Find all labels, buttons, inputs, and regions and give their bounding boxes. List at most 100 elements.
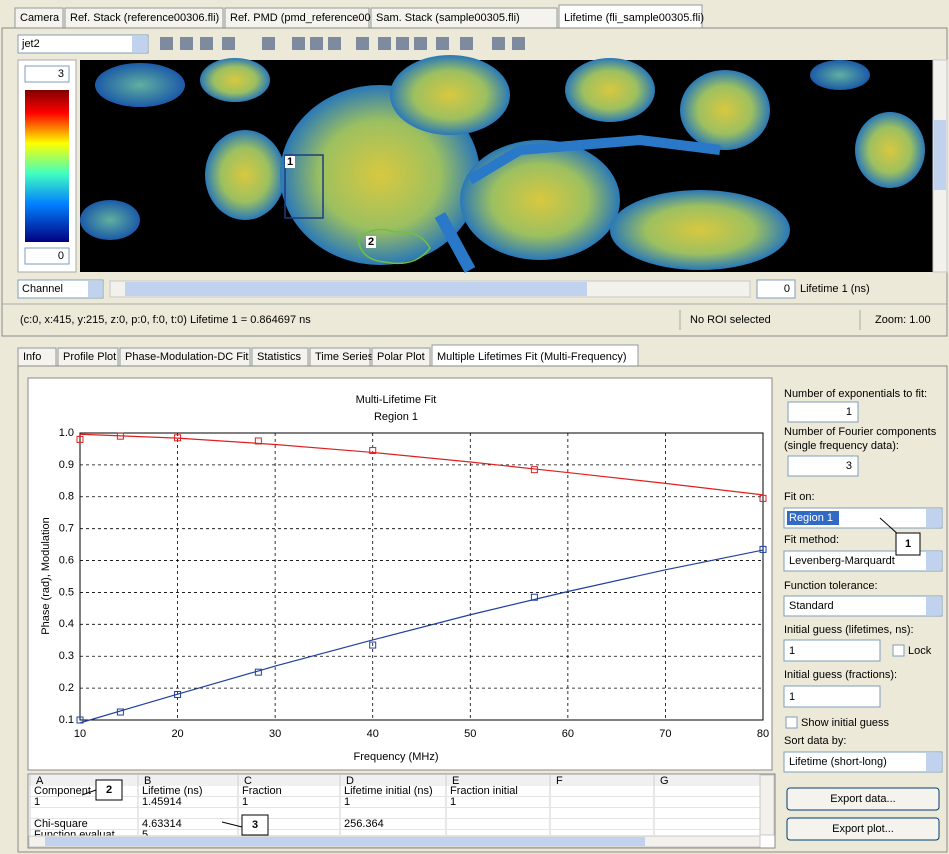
- toolbar-icon[interactable]: [180, 37, 193, 50]
- y-tick-label: 0.9: [59, 459, 74, 471]
- cell: 1: [34, 796, 40, 808]
- dropdown-arrow[interactable]: [926, 753, 941, 771]
- x-tick-label: 10: [74, 728, 86, 740]
- input-value: 1: [789, 645, 795, 657]
- toolbar-icon[interactable]: [222, 37, 235, 50]
- x-tick-label: 60: [562, 728, 574, 740]
- input-value: 1: [846, 406, 852, 418]
- x-tick-label: 20: [171, 728, 183, 740]
- x-tick-label: 80: [757, 728, 769, 740]
- select-value: Lifetime (short-long): [789, 756, 887, 768]
- toolbar-icon[interactable]: [492, 37, 505, 50]
- input-value: 1: [789, 691, 795, 703]
- input[interactable]: [784, 640, 880, 661]
- scroll-thumb[interactable]: [934, 120, 946, 190]
- y-tick-label: 0.7: [59, 523, 74, 535]
- select-value: Levenberg-Marquardt: [789, 555, 895, 567]
- x-tick-label: 70: [659, 728, 671, 740]
- dropdown-arrow[interactable]: [926, 597, 941, 615]
- toolbar-icon[interactable]: [200, 37, 213, 50]
- colorbar: [25, 90, 69, 242]
- y-tick-label: 0.6: [59, 554, 74, 566]
- cell: 1.45914: [142, 796, 182, 808]
- y-tick-label: 0.5: [59, 586, 74, 598]
- button-label: Export data...: [830, 793, 895, 805]
- toolbar-icon[interactable]: [292, 37, 305, 50]
- cell: 1: [450, 796, 456, 808]
- tab-label: Sam. Stack (sample00305.fli): [376, 12, 520, 24]
- label: Initial guess (lifetimes, ns):: [784, 624, 914, 636]
- toolbar-icon[interactable]: [414, 37, 427, 50]
- x-tick-label: 30: [269, 728, 281, 740]
- cell: 1: [242, 796, 248, 808]
- dropdown-arrow[interactable]: [926, 509, 941, 527]
- tab-label: Info: [23, 351, 41, 363]
- x-axis-label: Frequency (MHz): [354, 751, 439, 763]
- chart-subtitle: Region 1: [374, 411, 418, 423]
- select-value: Standard: [789, 600, 834, 612]
- slider-thumb[interactable]: [125, 282, 587, 296]
- label: Number of Fourier components: [784, 426, 937, 438]
- channel-value: Channel: [22, 283, 63, 295]
- dropdown-arrow[interactable]: [132, 36, 147, 52]
- checkbox-label: Show initial guess: [801, 717, 890, 729]
- button-label: Export plot...: [832, 823, 894, 835]
- toolbar-icon[interactable]: [160, 37, 173, 50]
- cell: 1: [344, 796, 350, 808]
- toolbar-icon[interactable]: [396, 37, 409, 50]
- x-tick-label: 40: [367, 728, 379, 740]
- status-zoom: Zoom: 1.00: [875, 314, 931, 326]
- sheet-hscroll-thumb[interactable]: [45, 837, 645, 846]
- status-roi: No ROI selected: [690, 314, 771, 326]
- dropdown-arrow[interactable]: [926, 552, 941, 570]
- input-value: 3: [846, 460, 852, 472]
- x-tick-label: 50: [464, 728, 476, 740]
- toolbar-icon[interactable]: [436, 37, 449, 50]
- cell: Lifetime initial (ns): [344, 785, 433, 797]
- colorbar-min: 0: [58, 250, 64, 262]
- tab-label: Statistics: [257, 351, 302, 363]
- chart-title: Multi-Lifetime Fit: [356, 394, 437, 406]
- label: Fit on:: [784, 491, 815, 503]
- y-tick-label: 0.3: [59, 650, 74, 662]
- app-window: CameraRef. Stack (reference00306.fli)Ref…: [0, 0, 949, 854]
- label: Sort data by:: [784, 735, 846, 747]
- input[interactable]: [784, 686, 880, 707]
- label: Initial guess (fractions):: [784, 669, 897, 681]
- dropdown-arrow[interactable]: [88, 281, 102, 297]
- cell: Fraction initial: [450, 785, 518, 797]
- toolbar-icon[interactable]: [460, 37, 473, 50]
- toolbar-icon[interactable]: [356, 37, 369, 50]
- tab-label: Phase-Modulation-DC Fit: [125, 351, 249, 363]
- checkbox[interactable]: [893, 645, 904, 656]
- callout-label: 2: [106, 784, 112, 796]
- toolbar-icon[interactable]: [310, 37, 323, 50]
- y-axis-label: Phase (rad), Modulation: [40, 517, 52, 634]
- slider-label: Lifetime 1 (ns): [800, 283, 870, 295]
- tab-label: Camera: [20, 12, 60, 24]
- tab-label: Lifetime (fli_sample00305.fli): [564, 12, 704, 24]
- toolbar-icon[interactable]: [328, 37, 341, 50]
- callout-label: 3: [252, 819, 258, 831]
- toolbar-icon[interactable]: [512, 37, 525, 50]
- toolbar-icon[interactable]: [262, 37, 275, 50]
- label: Function tolerance:: [784, 580, 878, 592]
- sheet-vscroll[interactable]: [760, 775, 774, 835]
- label: Number of exponentials to fit:: [784, 388, 927, 400]
- tab-label: Polar Plot: [377, 351, 425, 363]
- label: (single frequency data):: [784, 440, 899, 452]
- slider-value: 0: [784, 283, 790, 295]
- y-tick-label: 0.4: [59, 618, 74, 630]
- checkbox[interactable]: [786, 717, 797, 728]
- tab-label: Multiple Lifetimes Fit (Multi-Frequency): [437, 351, 627, 363]
- y-tick-label: 0.2: [59, 682, 74, 694]
- callout-label: 1: [905, 538, 911, 550]
- column-header: F: [556, 775, 563, 787]
- y-tick-label: 0.8: [59, 491, 74, 503]
- label: Fit method:: [784, 534, 839, 546]
- roi-label: 1: [287, 156, 293, 168]
- toolbar-icon[interactable]: [378, 37, 391, 50]
- colorbar-max: 3: [58, 68, 64, 80]
- column-header: G: [660, 775, 669, 787]
